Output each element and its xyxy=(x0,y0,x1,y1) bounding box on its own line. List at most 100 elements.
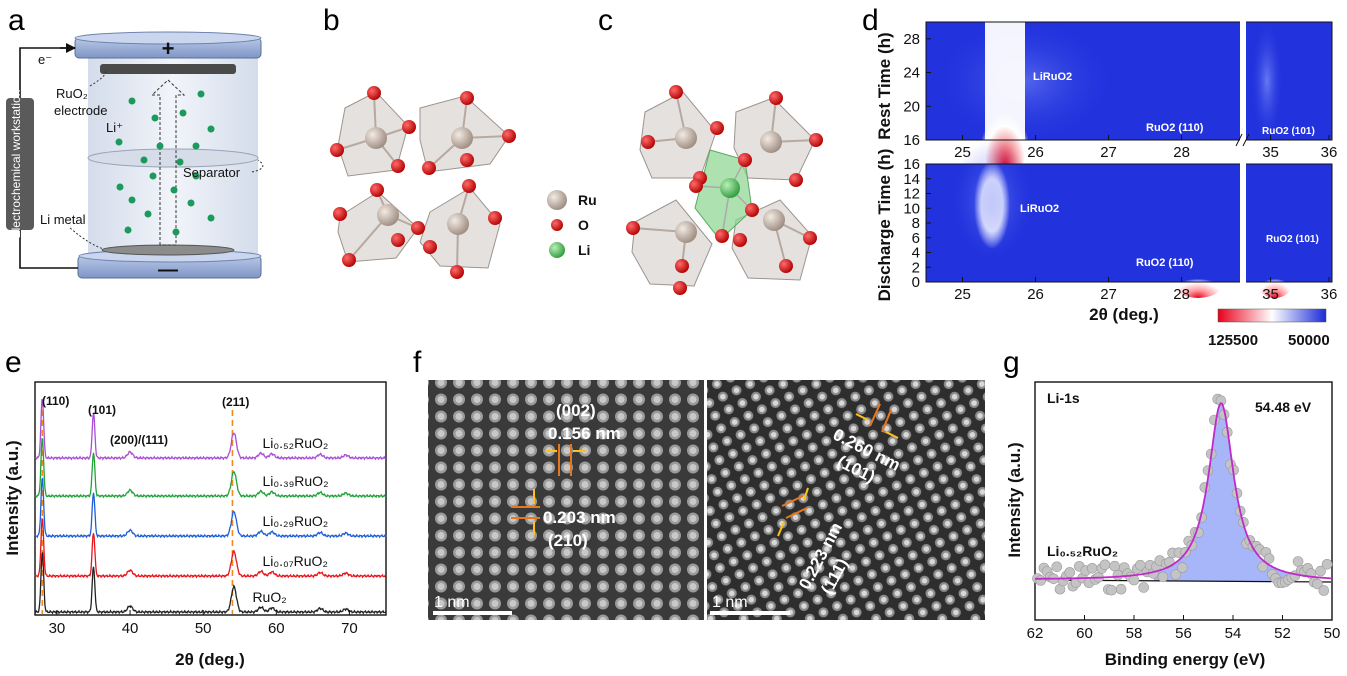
g-data-point xyxy=(1170,569,1182,580)
g-xticks: 62 60 58 56 54 52 50 xyxy=(1027,615,1340,642)
d-top-ytick-label: 24 xyxy=(903,65,920,82)
f-right-markers2 xyxy=(781,495,808,519)
ion-flow-arrow xyxy=(150,79,186,246)
electrochemical-workstation xyxy=(6,98,34,230)
g-data-point xyxy=(1138,582,1149,593)
ru-atoms xyxy=(365,127,473,235)
g-data-point xyxy=(1128,574,1140,586)
d-bot-ytick-label: 12 xyxy=(903,186,920,203)
panel-c: c xyxy=(547,4,823,295)
e-xtick-label: 60 xyxy=(268,620,285,637)
g-data-point xyxy=(1115,583,1127,595)
e-series xyxy=(34,398,387,615)
d-bot-ytick-label: 10 xyxy=(903,200,920,217)
colorbar-max: 125500 xyxy=(1208,332,1258,349)
panel-d-label: d xyxy=(862,4,879,37)
g-xlabel: Binding energy (eV) xyxy=(1105,650,1266,669)
o-atoms xyxy=(330,86,516,279)
hrtem-left xyxy=(428,380,704,620)
panel-a: a + — e⁻ xyxy=(6,4,264,281)
d-bot-ruo2-101: RuO2 (101) xyxy=(1266,234,1319,245)
g-data-point xyxy=(1064,567,1075,578)
g-fit-curve xyxy=(1035,402,1333,580)
ruo2-electrode xyxy=(100,64,236,74)
d-bot-xtick-label: 26 xyxy=(1027,286,1044,303)
g-data-point xyxy=(1257,561,1268,573)
d-bot-ytick-label: 4 xyxy=(912,245,920,262)
d-top-ylabel: Rest Time (h) xyxy=(875,32,894,139)
d-top-xtick-label: 25 xyxy=(954,144,971,161)
e-xtick-label: 70 xyxy=(341,620,358,637)
e-series-line xyxy=(34,551,387,615)
f-left-plane1: (002) xyxy=(556,401,596,420)
panel-e-label: e xyxy=(5,346,22,379)
li-atom xyxy=(720,178,740,198)
d-bot-ruo2-110: RuO2 (110) xyxy=(1136,257,1194,269)
f-right-arrows2 xyxy=(777,487,809,537)
e-xtick-label: 30 xyxy=(49,620,66,637)
electrode-label-2: electrode xyxy=(54,103,107,118)
d-top-xtick-label: 26 xyxy=(1027,144,1044,161)
g-data-point xyxy=(1035,575,1046,586)
panel-g: g 62 60 58 56 54 52 50 Li-1s 54.48 eV Li₀.₅₂Ru… xyxy=(1003,346,1340,669)
e-peak-211: (211) xyxy=(222,395,249,409)
f-left-markers2 xyxy=(511,506,540,519)
axis-break xyxy=(1240,20,1246,284)
e-xlabel: 2θ (deg.) xyxy=(175,650,245,669)
separator-disk xyxy=(87,148,259,168)
g-peak-label: 54.48 eV xyxy=(1255,399,1312,415)
hrtem-right xyxy=(707,380,985,620)
panel-b-label: b xyxy=(323,4,340,37)
d-bot-ytick-label: 16 xyxy=(903,156,920,173)
d-bot-ytick-label: 2 xyxy=(912,259,920,276)
e-series-label: Li₀.₀₇RuO₂ xyxy=(262,553,327,569)
g-data-points xyxy=(1032,393,1333,596)
heatmap-top xyxy=(926,22,1332,180)
o-atoms-c xyxy=(626,85,823,295)
f-left-markers1 xyxy=(558,444,572,476)
panel-b: b xyxy=(323,4,516,279)
e-xtick-label: 50 xyxy=(195,620,212,637)
e-series-line xyxy=(34,398,387,461)
d-bot-ytick-label: 8 xyxy=(912,215,920,232)
e-peak-101: (101) xyxy=(88,403,116,417)
e-series-label: Li₀.₅₂RuO₂ xyxy=(262,435,328,451)
e-series-line xyxy=(34,477,387,539)
d-top-ytick-label: 28 xyxy=(903,31,920,48)
panel-d: d LiRuO2 RuO2 (110) RuO2 (101) xyxy=(862,4,1337,349)
heatmap-bottom xyxy=(926,140,1332,298)
g-data-point xyxy=(1263,553,1275,564)
electrode-label-1: RuO₂ xyxy=(56,86,88,101)
e-peak-200-111: (200)/(111) xyxy=(110,433,168,447)
legend-ru: Ru xyxy=(578,192,597,208)
g-data-point xyxy=(1157,571,1169,583)
g-xtick-label: 52 xyxy=(1274,625,1291,642)
g-xtick-label: 56 xyxy=(1175,625,1192,642)
e-series-line xyxy=(34,437,387,499)
ru-atoms-c xyxy=(675,127,785,243)
e-series-labels: RuO₂ Li₀.₀₇RuO₂ Li₀.₂₉RuO₂ Li₀.₃₉RuO₂ Li₀.₅₂… xyxy=(252,435,328,605)
e-series-label: RuO₂ xyxy=(252,589,286,605)
minus-sign: — xyxy=(158,259,178,281)
d-bot-ytick-label: 6 xyxy=(912,230,920,247)
e-series-label: Li₀.₂₉RuO₂ xyxy=(262,513,328,529)
g-data-point xyxy=(1106,584,1117,596)
d-top-ytick-label: 20 xyxy=(903,98,920,115)
g-data-point xyxy=(1051,561,1063,573)
d-top-ruo2-110: RuO2 (110) xyxy=(1146,122,1204,134)
f-right-markers1 xyxy=(869,403,892,433)
d-top-xtick-label: 27 xyxy=(1100,144,1117,161)
d-bot-ytick-label: 14 xyxy=(903,171,920,188)
g-data-point xyxy=(1177,562,1188,573)
legend-o: O xyxy=(578,217,589,233)
g-data-point xyxy=(1086,562,1098,574)
wire-bottom xyxy=(19,228,78,269)
li-ions xyxy=(115,90,215,236)
f-left-plane2: (210) xyxy=(548,531,588,550)
electron-label: e⁻ xyxy=(38,52,52,67)
e-series-line xyxy=(34,517,387,579)
e-ylabel: Intensity (a.u.) xyxy=(3,440,22,555)
panel-f-label: f xyxy=(413,346,422,379)
li-metal-pointer xyxy=(69,227,105,250)
wire-top xyxy=(19,47,75,100)
